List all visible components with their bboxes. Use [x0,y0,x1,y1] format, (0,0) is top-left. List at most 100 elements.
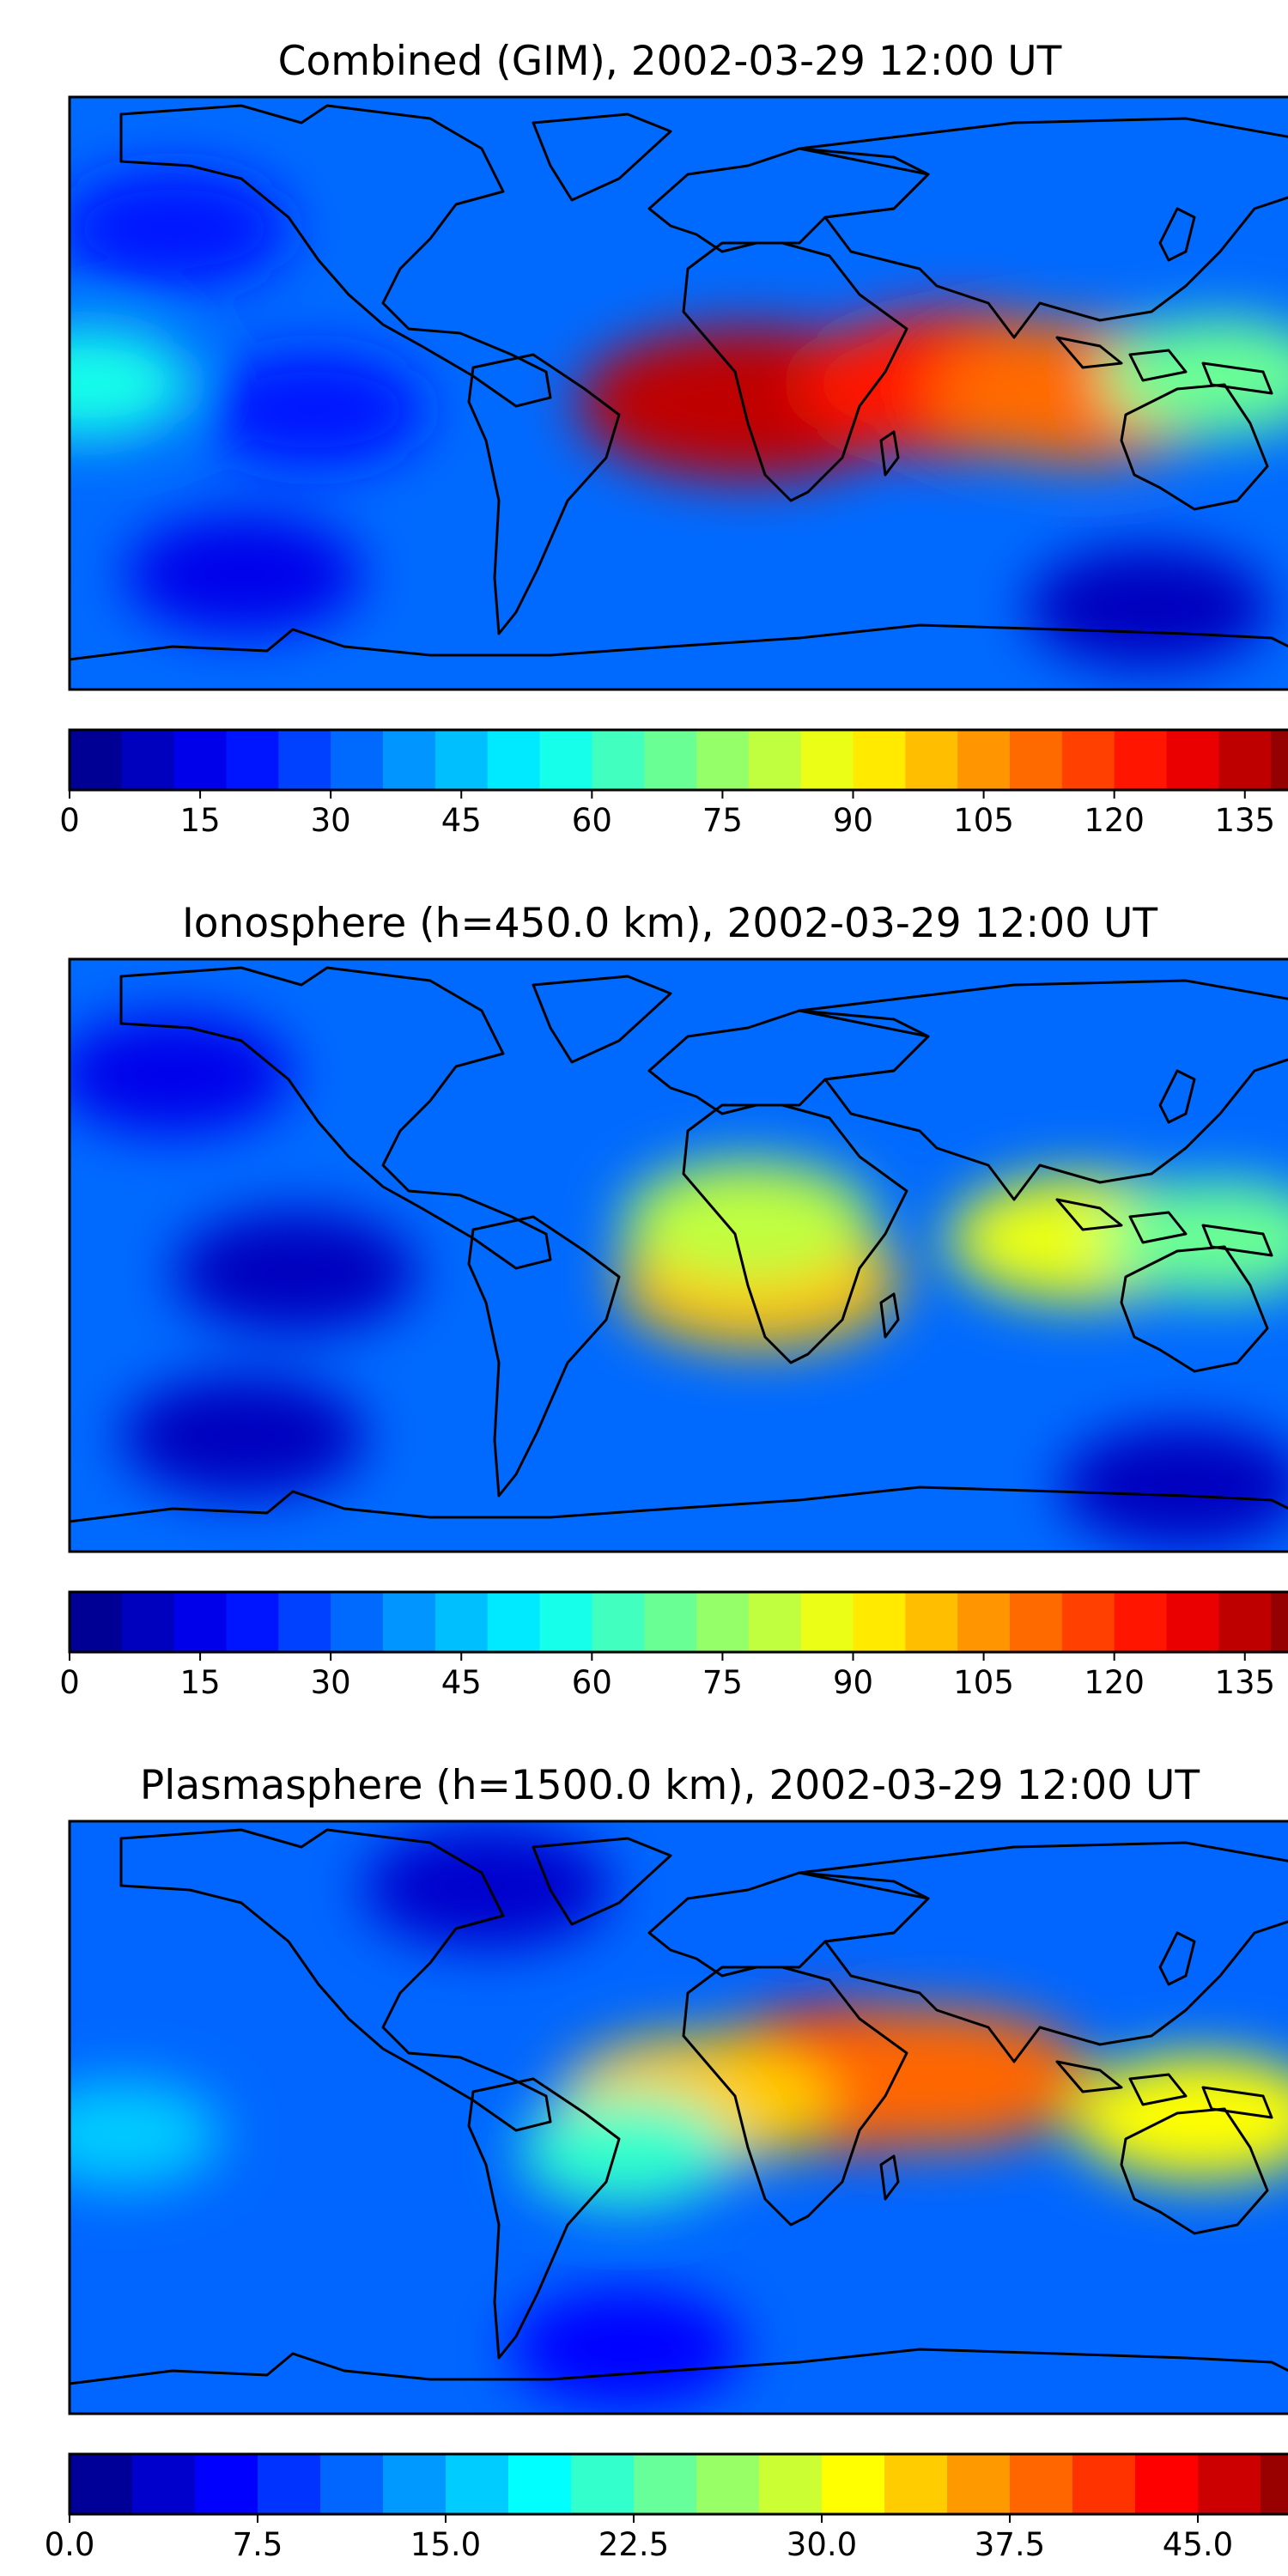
colorbar-level [1061,730,1115,790]
colorbar-tick-label: 45 [441,802,482,839]
colorbar-level [446,2454,509,2514]
field-feature-east-pacific-spot [70,328,191,439]
field-feature-west-pacific-band [1102,1180,1288,1298]
map-area [68,1820,1288,2415]
field-feature-south-atlantic-band [519,2094,733,2206]
colorbar-level [383,1592,436,1652]
map-frame [68,95,1288,691]
colorbar-tick-label: 105 [953,1664,1014,1701]
colorbar-level [331,1592,384,1652]
contour-field [70,97,1288,690]
colorbar-level [957,1592,1011,1652]
colorbar-level [383,2454,447,2514]
colorbar-tick-label: 15 [180,802,221,839]
field-feature-americas-low [173,1211,418,1333]
colorbar-level [173,730,228,790]
colorbar-level [1061,1592,1115,1652]
colorbar-level [331,730,384,790]
map-frame [68,957,1288,1553]
contour-field [70,959,1288,1552]
colorbar-level [487,1592,541,1652]
colorbar-level [1166,730,1219,790]
colorbar-tick-label: 15.0 [410,2526,481,2563]
colorbar-tick-label: 120 [1084,802,1145,839]
colorbar-level [508,2454,572,2514]
colorbar-tick-label: 7.5 [233,2526,283,2563]
colorbar-level [800,1592,854,1652]
colorbar-level [957,730,1011,790]
colorbar-level [434,1592,489,1652]
colorbar-frame [68,1590,1288,1654]
colorbar-tick-label: 0.0 [45,2526,95,2563]
colorbar-level [696,2454,760,2514]
colorbar-level [173,1592,228,1652]
colorbar-level [195,2454,258,2514]
ionosphere-panel: Ionosphere (h=450.0 km), 2002-03-29 12:0… [59,900,1288,1701]
colorbar: 0 15 30 45 60 75 90 105 120 135 [59,1590,1288,1701]
colorbar-level [383,730,436,790]
colorbar: 0.0 7.5 15.0 22.5 30.0 37.5 45.0 [45,2452,1288,2563]
colorbar-tick-label: 30 [311,1664,351,1701]
colorbar-tick-label: 45.0 [1163,2526,1233,2563]
colorbar-tick-label: 90 [833,802,873,839]
colorbar-level [571,2454,635,2514]
colorbar-level [70,730,123,790]
colorbar-level [226,730,279,790]
combined-gim-panel: Combined (GIM), 2002-03-29 12:00 UT 0 15 3… [59,38,1288,839]
colorbar-level [644,1592,697,1652]
field-feature-antarctic-low [1060,1425,1288,1547]
colorbar-level [592,730,645,790]
colorbar-level [748,1592,802,1652]
colorbar-level [759,2454,823,2514]
field-feature-south-pacific-low [125,515,362,634]
colorbar-tick-label: 22.5 [598,2526,669,2563]
colorbar-tick-label: 75 [702,802,743,839]
colorbar-tick-label: 30 [311,802,351,839]
colorbar-level [1218,730,1272,790]
field-feature-east-pacific-band [70,2081,222,2187]
colorbar-level [132,2454,196,2514]
colorbar-frame [68,728,1288,792]
colorbar-level [696,1592,750,1652]
colorbar-level [748,730,802,790]
panel-title: Combined (GIM), 2002-03-29 12:00 UT [278,38,1062,85]
colorbar-level [1010,2454,1073,2514]
colorbar-level [1072,2454,1136,2514]
colorbar-level [592,1592,645,1652]
field-feature-north-pacific-low [70,170,290,288]
colorbar-level [121,730,175,790]
colorbar-tick-label: 0 [59,1664,80,1701]
colorbar-level [1271,730,1288,790]
colorbar-level [226,1592,279,1652]
field-feature-south-low [510,2289,744,2407]
colorbar-level [1166,1592,1219,1652]
colorbar-tick-label: 45 [441,1664,482,1701]
colorbar-level [853,1592,906,1652]
colorbar-level [278,730,331,790]
colorbar-tick-label: 60 [572,802,612,839]
plasmasphere-panel: Plasmasphere (h=1500.0 km), 2002-03-29 1… [45,1762,1288,2563]
colorbar: 0 15 30 45 60 75 90 105 120 135 [59,728,1288,839]
field-feature-antarctic-low [1026,546,1272,668]
colorbar-level [1271,1592,1288,1652]
colorbar-level [884,2454,948,2514]
colorbar-level [121,1592,175,1652]
map-area [68,957,1288,1553]
colorbar-tick-label: 90 [833,1664,873,1701]
colorbar-level [634,2454,697,2514]
colorbar-tick-label: 105 [953,802,1014,839]
colorbar-level [539,730,592,790]
colorbar-level [258,2454,321,2514]
map-frame [68,1820,1288,2415]
field-feature-americas-low [201,352,426,467]
colorbar-level [1114,730,1168,790]
colorbar-level [70,2454,133,2514]
colorbar-tick-label: 30.0 [787,2526,857,2563]
colorbar-level [905,730,958,790]
field-feature-india-crest [790,2008,1091,2148]
colorbar-level [905,1592,958,1652]
colorbar-tick-label: 37.5 [975,2526,1045,2563]
colorbar-level [1135,2454,1199,2514]
colorbar-level [800,730,854,790]
